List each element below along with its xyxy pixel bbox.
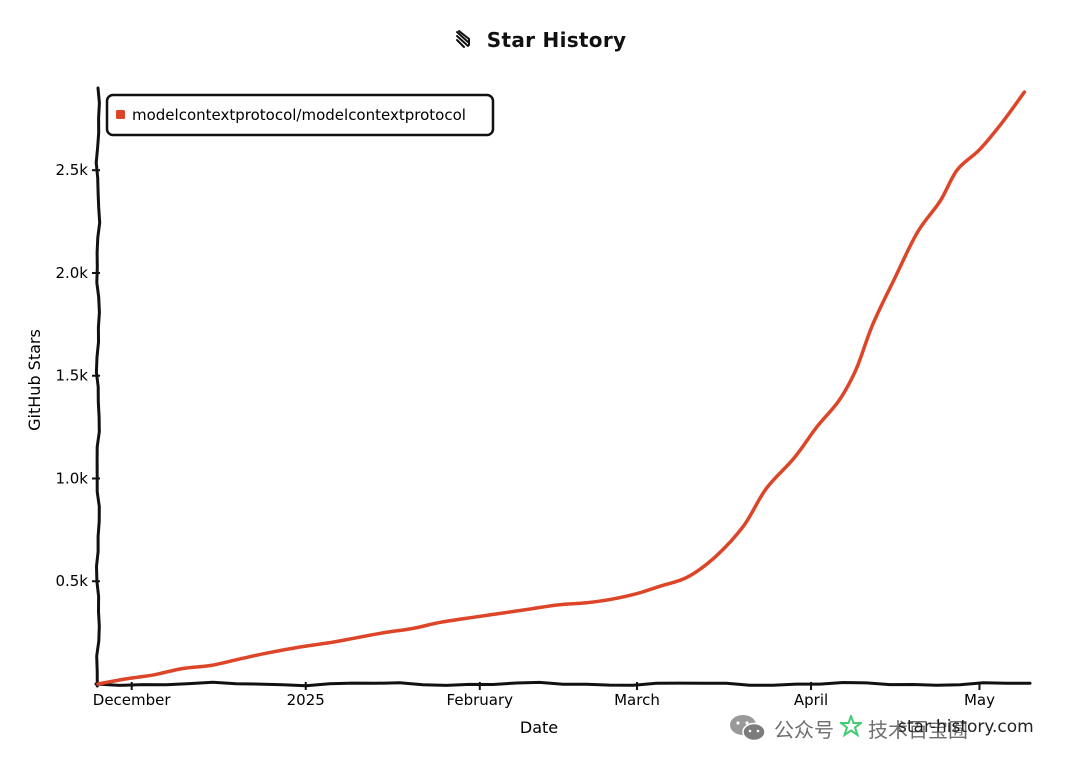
legend-box xyxy=(105,93,495,137)
watermark-platform: 公众号 xyxy=(774,717,834,742)
x-axis-line xyxy=(94,680,1032,688)
watermark-account: 技术百宝囿 xyxy=(868,717,968,742)
x-tick-label: 2025 xyxy=(287,691,325,709)
x-axis-label: Date xyxy=(520,718,558,737)
x-tick-label: February xyxy=(447,691,514,709)
series-line xyxy=(96,90,1027,686)
chart-title: Star History xyxy=(486,28,627,52)
watermark: 公众号 技术百宝囿 xyxy=(728,712,974,744)
y-axis: 0.5k 1.0k 1.5k 2.0k 2.5k xyxy=(55,86,102,688)
x-tick-label: April xyxy=(794,691,828,709)
y-tick-label: 1.5k xyxy=(55,367,88,385)
chart-title-block: Star History xyxy=(0,28,1080,54)
legend-swatch xyxy=(116,110,125,119)
y-tick-label: 2.0k xyxy=(55,264,88,282)
star-logo-icon xyxy=(838,712,864,742)
star-history-logo-icon xyxy=(454,30,472,54)
y-tick-label: 0.5k xyxy=(55,572,88,590)
y-axis-label: GitHub Stars xyxy=(25,329,44,431)
x-tick-label: May xyxy=(964,691,995,709)
y-tick-label: 2.5k xyxy=(55,161,88,179)
series-group xyxy=(96,90,1027,686)
x-axis: December 2025 February March April May xyxy=(93,680,1032,709)
watermark-site: star-history.com xyxy=(898,717,1034,737)
wechat-icon xyxy=(728,712,768,744)
x-tick-label: March xyxy=(614,691,660,709)
legend-label[interactable]: modelcontextprotocol/modelcontextprotoco… xyxy=(132,106,466,124)
y-tick-label: 1.0k xyxy=(55,469,88,487)
legend[interactable]: modelcontextprotocol/modelcontextprotoco… xyxy=(105,93,495,137)
x-tick-label: December xyxy=(93,691,172,709)
y-axis-line xyxy=(94,86,102,688)
